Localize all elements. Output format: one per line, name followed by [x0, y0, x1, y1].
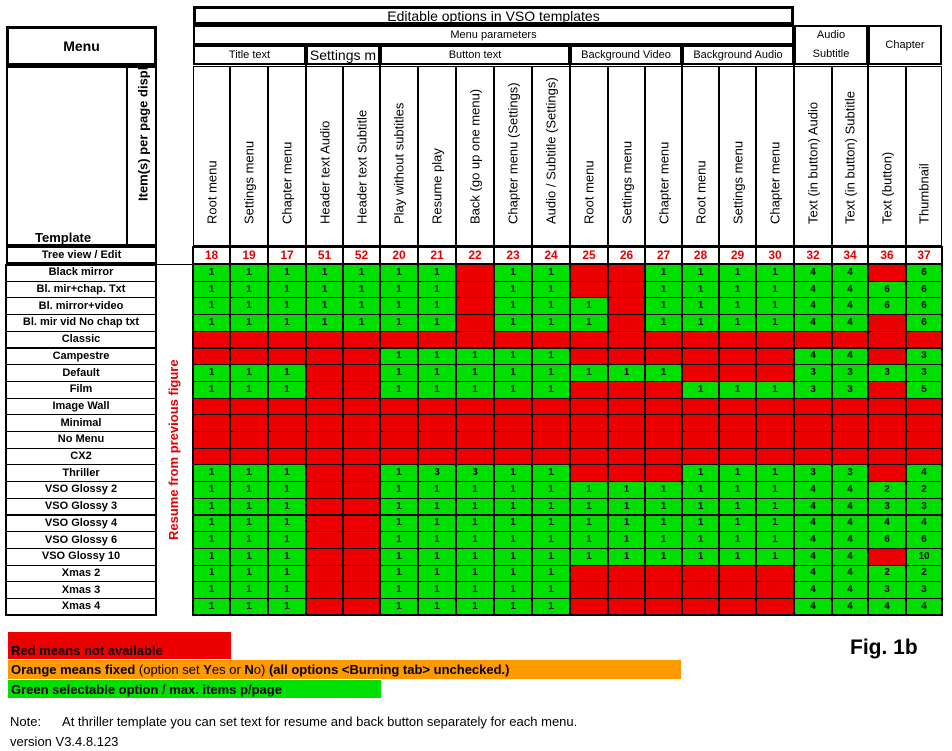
table-cell: 4	[794, 547, 832, 566]
table-cell: 1	[380, 464, 418, 483]
column-header-4: Header text Subtitle	[343, 66, 380, 246]
table-cell: 1	[418, 514, 456, 533]
column-header-17: Text (in button) Subtitle	[832, 66, 868, 246]
column-header-12: Chapter menu	[645, 66, 682, 246]
column-header-6: Resume play	[418, 66, 456, 246]
column-label: Settings menu	[730, 140, 745, 224]
column-header-1: Settings menu	[230, 66, 268, 246]
column-label: Settings menu	[619, 140, 634, 224]
legend-red: Red means not available	[8, 632, 231, 659]
column-label: Header text Audio	[317, 120, 332, 224]
group-header-0: Title text	[193, 45, 306, 65]
group-header-2: Button text	[380, 45, 570, 65]
table-cell: 1	[456, 581, 494, 599]
table-cell: 1	[456, 514, 494, 533]
table-cell: 3	[832, 364, 868, 382]
column-header-7: Back (go up one menu)	[456, 66, 494, 246]
column-label: Header text Subtitle	[354, 109, 369, 224]
resume-label: Resume from previous figure	[166, 359, 181, 540]
column-label: Root menu	[693, 160, 708, 224]
items-per-page-header: Item(s) per page displ.	[126, 63, 157, 246]
column-label: Audio / Subtitle (Settings)	[543, 77, 559, 224]
column-label: Root menu	[581, 160, 597, 224]
group-header-3: Background Video	[570, 45, 682, 65]
column-label: Chapter menu	[656, 141, 671, 224]
column-label: Settings menu	[241, 140, 257, 224]
column-label: Text (in button) Subtitle	[842, 91, 858, 224]
figure-label: Fig. 1b	[850, 636, 918, 659]
column-header-11: Settings menu	[608, 66, 645, 246]
column-header-14: Settings menu	[719, 66, 756, 246]
table-cell: 1	[756, 297, 794, 316]
legend-orange: Orange means fixed (option set Yes or No…	[8, 660, 681, 679]
legend-red-text: Red means not available	[11, 643, 163, 658]
table-cell: 1	[230, 598, 268, 616]
column-label: Back (go up one menu)	[467, 88, 483, 224]
table-cell: 1	[756, 481, 794, 499]
table-cell: 4	[832, 264, 868, 282]
table-body-border	[5, 264, 157, 616]
table-cell: 1	[682, 314, 719, 332]
table-cell: 1	[532, 364, 570, 382]
table-cell: 1	[719, 314, 756, 332]
column-header-18: Text (button)	[868, 66, 906, 246]
legend-green-text: Green selectable option / max. items p/p…	[11, 681, 282, 697]
template-label: Template	[35, 230, 92, 245]
subtitle-header-text: Subtitle	[812, 48, 850, 60]
audio-subtitle-header: Audio Subtitle	[794, 25, 868, 65]
column-header-16: Text (in button) Audio	[794, 66, 832, 246]
menu-header: Menu	[6, 26, 157, 66]
tree-view-label: Tree view / Edit	[6, 246, 157, 264]
column-label: Chapter menu	[767, 141, 783, 224]
column-label: Text (in button) Audio	[805, 101, 821, 224]
group-header-4: Background Audio	[682, 45, 794, 65]
chapter-header: Chapter	[868, 25, 942, 65]
column-header-5: Play without subtitles	[380, 66, 418, 246]
table-cell: 1	[380, 280, 418, 299]
resume-column	[157, 264, 193, 616]
items-per-page-text: Item(s) per page displ.	[135, 63, 150, 201]
column-header-8: Chapter menu (Settings)	[494, 66, 532, 246]
column-header-15: Chapter menu	[756, 66, 794, 246]
column-label: Play without subtitles	[391, 102, 407, 224]
column-label: Root menu	[204, 160, 219, 224]
table-cell: 1	[494, 264, 532, 282]
column-header-2: Chapter menu	[268, 66, 306, 246]
data-body-border	[192, 246, 943, 616]
group-header-1: Settings m	[306, 45, 380, 65]
column-header-13: Root menu	[682, 66, 719, 246]
column-header-10: Root menu	[570, 66, 608, 246]
legend-green: Green selectable option / max. items p/p…	[8, 680, 381, 698]
table-cell: 1	[456, 380, 494, 399]
column-header-9: Audio / Subtitle (Settings)	[532, 66, 570, 246]
table-cell: 1	[532, 564, 570, 583]
note-text: Note: At thriller template you can set t…	[10, 714, 578, 729]
table-cell: 1	[570, 547, 608, 566]
column-header-3: Header text Audio	[306, 66, 343, 246]
column-label: Chapter menu (Settings)	[505, 82, 521, 224]
legend-orange-text: Orange means fixed (option set Yes or No…	[11, 662, 510, 677]
column-header-0: Root menu	[193, 66, 230, 246]
column-header-19: Thumbnail	[906, 66, 942, 246]
table-cell: 1	[570, 514, 608, 533]
column-label: Text (button)	[879, 151, 895, 224]
table-title: Editable options in VSO templates	[193, 6, 794, 25]
audio-header-text: Audio	[816, 29, 846, 41]
table-cell: 1	[418, 531, 456, 549]
table-cell: 1	[230, 547, 268, 566]
table-cell: 2	[868, 564, 906, 583]
version-text: version V3.4.8.123	[10, 734, 119, 749]
template-header-frame	[6, 66, 157, 246]
column-label: Thumbnail	[916, 163, 932, 224]
column-label: Chapter menu	[279, 141, 295, 224]
column-label: Resume play	[429, 148, 445, 224]
table-cell: 1	[756, 464, 794, 483]
table-cell: 1	[268, 481, 306, 499]
table-cell: 1	[380, 314, 418, 332]
menu-parameters-header: Menu parameters	[193, 25, 794, 45]
